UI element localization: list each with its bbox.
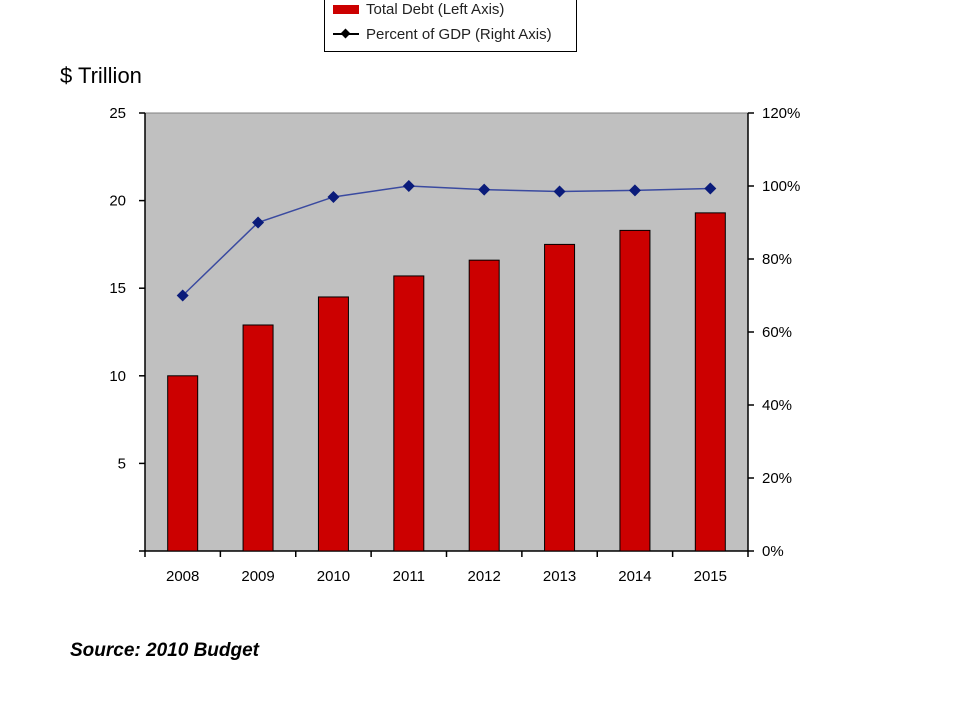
- right-tick-label: 100%: [762, 178, 800, 195]
- legend-line-label: Percent of GDP (Right Axis): [366, 25, 552, 43]
- right-tick-label: 120%: [762, 105, 800, 122]
- x-tick-label: 2009: [241, 568, 274, 585]
- marker-percent-gdp: [478, 183, 491, 196]
- left-tick-label: 5: [118, 455, 126, 472]
- bar-total-debt: [242, 324, 274, 552]
- bar-total-debt: [393, 275, 425, 552]
- x-tick-label: 2008: [166, 568, 199, 585]
- legend-item-total-debt: Total Debt (Left Axis): [333, 0, 504, 19]
- marker-percent-gdp: [628, 184, 641, 197]
- x-tick-label: 2011: [393, 568, 425, 585]
- right-tick-label: 20%: [762, 470, 792, 487]
- bar-total-debt: [694, 212, 726, 552]
- legend-bar-swatch: [333, 4, 359, 14]
- legend-item-percent-gdp: Percent of GDP (Right Axis): [333, 24, 552, 44]
- right-tick-label: 40%: [762, 397, 792, 414]
- x-tick-label: 2014: [618, 568, 651, 585]
- marker-percent-gdp: [176, 289, 189, 302]
- chart-legend: Total Debt (Left Axis) Percent of GDP (R…: [324, 0, 577, 52]
- bar-total-debt: [167, 375, 199, 552]
- source-note: Source: 2010 Budget: [70, 640, 259, 661]
- marker-percent-gdp: [402, 180, 415, 192]
- x-tick-label: 2013: [543, 568, 576, 585]
- bar-total-debt: [619, 229, 651, 552]
- x-tick-label: 2010: [317, 568, 350, 585]
- legend-bar-label: Total Debt (Left Axis): [366, 0, 505, 18]
- marker-percent-gdp: [327, 190, 340, 203]
- left-axis-title: $ Trillion: [60, 63, 142, 88]
- bar-total-debt: [468, 259, 500, 552]
- right-tick-label: 80%: [762, 251, 792, 268]
- left-tick-label: 10: [109, 368, 126, 385]
- legend-line-key: [333, 28, 359, 40]
- left-tick-label: 20: [109, 193, 126, 210]
- marker-percent-gdp: [704, 182, 717, 195]
- bar-total-debt: [544, 243, 576, 552]
- bar-total-debt: [317, 296, 349, 552]
- x-tick-label: 2012: [468, 568, 501, 585]
- marker-percent-gdp: [252, 216, 265, 229]
- line-percent-gdp: [182, 185, 711, 297]
- marker-percent-gdp: [553, 185, 566, 198]
- left-tick-label: 25: [109, 105, 126, 122]
- right-tick-label: 0%: [762, 543, 784, 560]
- left-tick-label: 15: [109, 280, 126, 297]
- plot-area: [144, 112, 749, 552]
- right-tick-label: 60%: [762, 324, 792, 341]
- x-tick-label: 2015: [694, 568, 727, 585]
